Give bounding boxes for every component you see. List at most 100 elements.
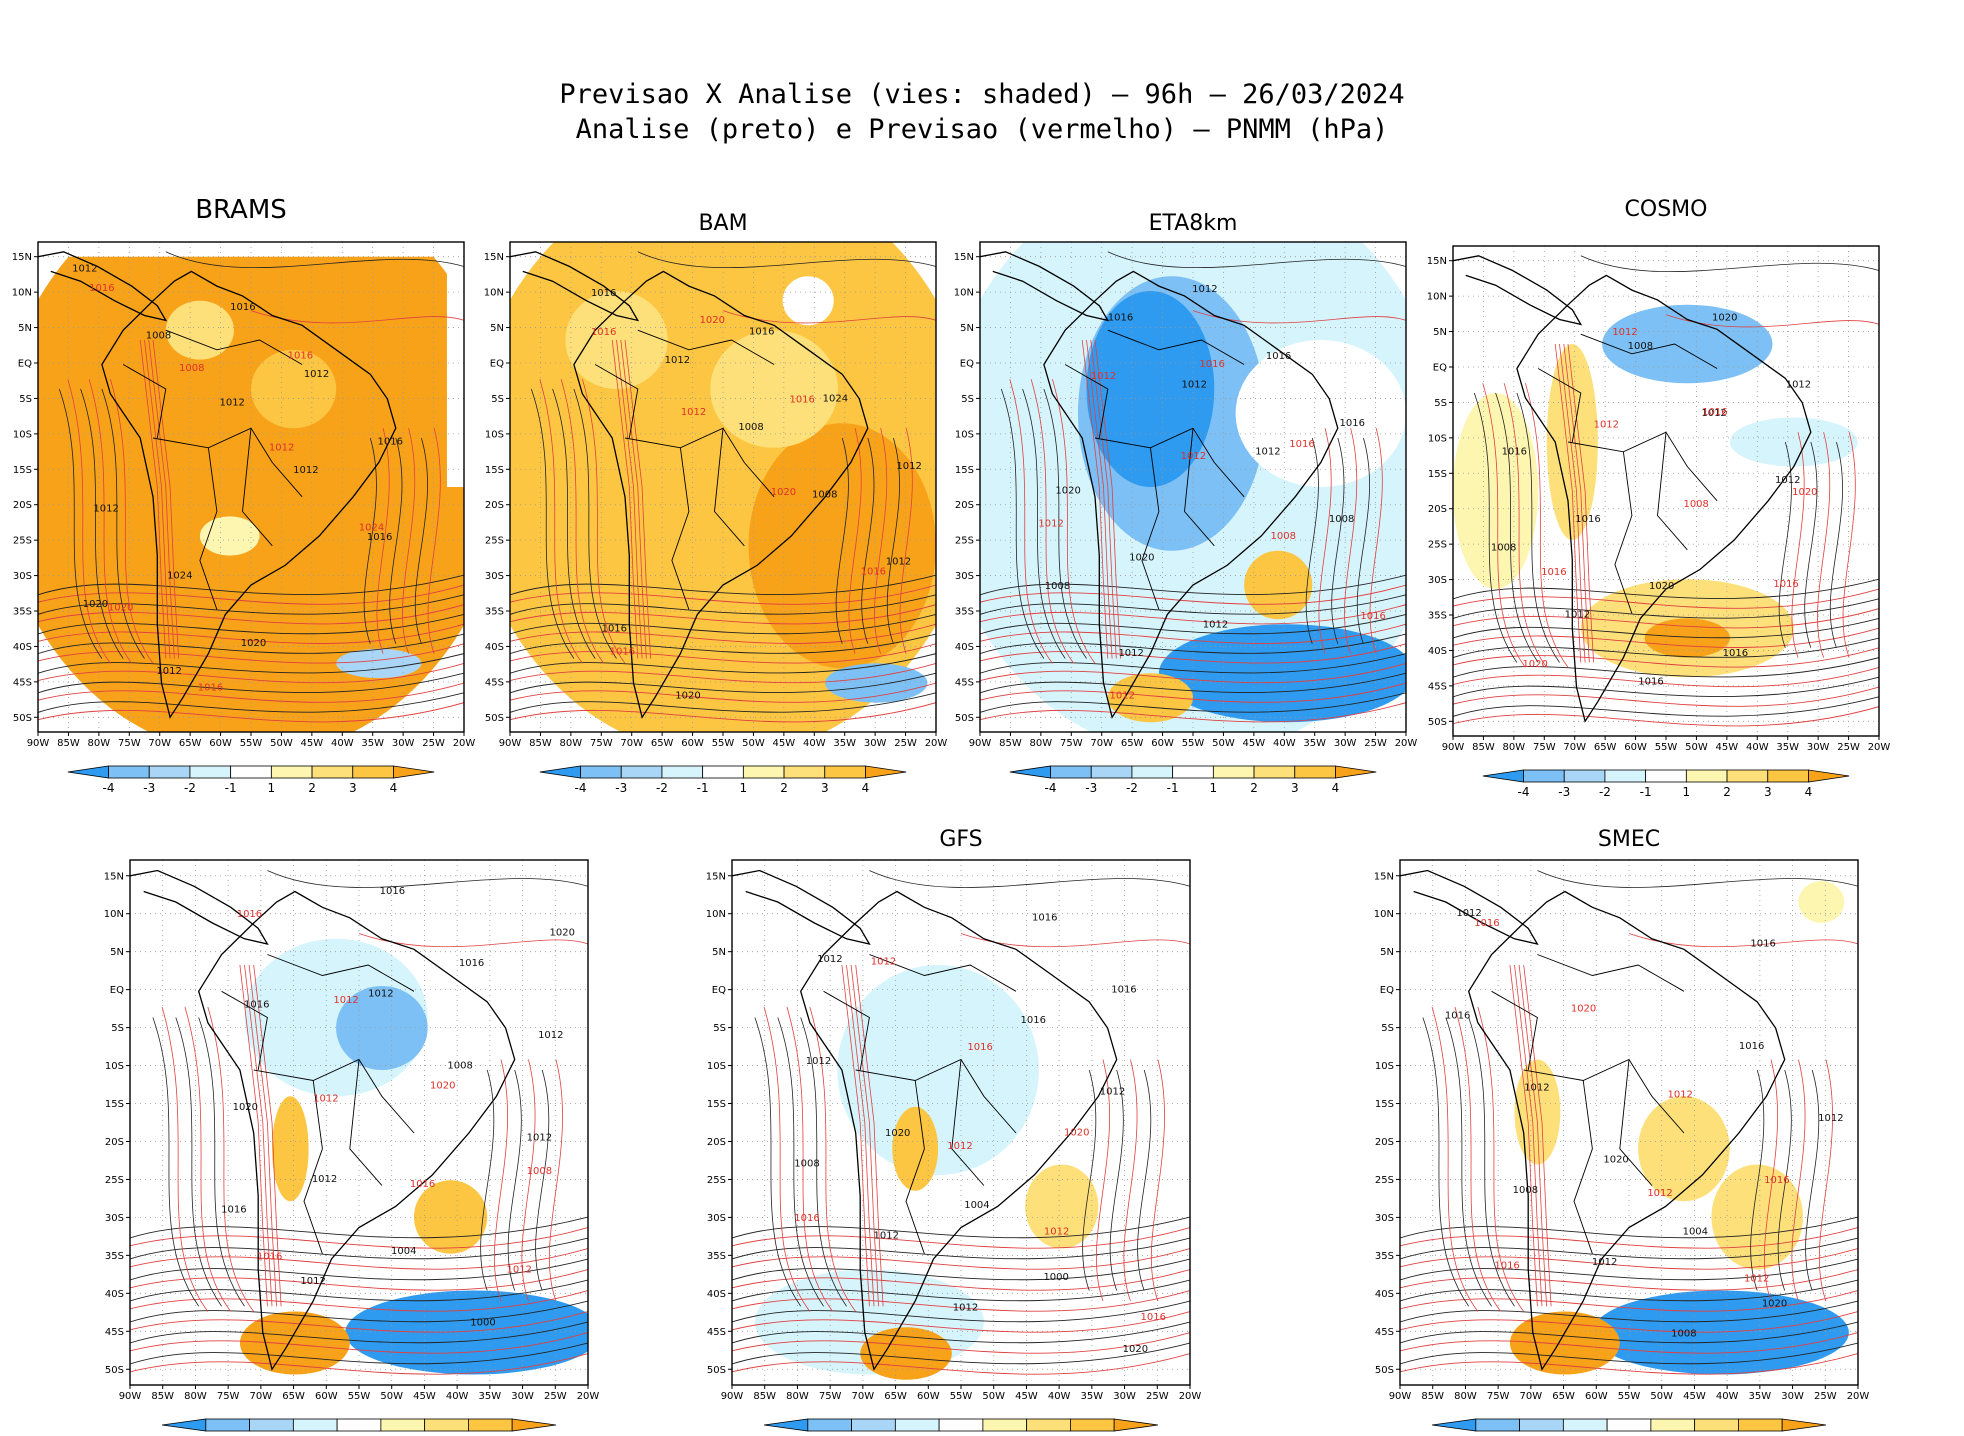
y-tick-label: 10N [104,909,124,920]
y-tick-label: 40S [707,1289,726,1300]
colorbar-label: 4 [1805,785,1813,799]
isobar-label-forecast: 1008 [1271,531,1296,542]
colorbar-label: -2 [1126,781,1138,795]
colorbar-swatch [1781,1418,1826,1432]
isobar-label-forecast: 1020 [1064,1128,1089,1139]
y-tick-label: 30S [1428,575,1447,586]
south-america-coastline [799,890,1118,1371]
colorbar-swatch [824,765,866,779]
colorbar-label: 4 [1778,1434,1786,1436]
colorbar-swatch [292,1418,338,1432]
y-tick-label: 10S [955,429,974,440]
bias-area [336,986,428,1070]
country-border [1619,1059,1653,1186]
isobar-label-analysis: 1012 [665,355,690,366]
colorbar-swatch [311,765,354,779]
colorbar-label: 4 [1332,781,1340,795]
y-tick-label: 40S [105,1289,124,1300]
colorbar-swatch [938,1418,984,1432]
y-tick-label: 30S [1375,1213,1394,1224]
y-tick-label: 10N [1374,909,1394,920]
y-tick-label: EQ [1433,362,1447,373]
isobar-label-analysis: 1008 [1329,514,1354,525]
isobar-label-forecast: 1020 [1792,487,1817,498]
country-border [637,329,775,365]
x-tick-label: 75W [1487,1391,1510,1402]
bias-area [1086,291,1215,487]
y-tick-label: 25S [13,536,32,547]
x-tick-label: 80W [184,1391,207,1402]
x-tick-label: 40W [331,738,354,749]
colorbar-swatch [1738,1418,1783,1432]
y-tick-label: EQ [712,985,726,996]
x-tick-label: 35W [361,738,384,749]
isobar-label-analysis: 1012 [1100,1087,1125,1098]
y-tick-label: 20S [105,1137,124,1148]
isobar-label-analysis: 1012 [874,1231,899,1242]
x-tick-label: 65W [179,738,202,749]
colorbar-swatch [1335,765,1377,779]
x-tick-label: 85W [529,738,552,749]
colorbar-swatch [865,765,907,779]
isobar-label-analysis: 1012 [527,1132,552,1143]
central-america-coastline [1453,255,1583,326]
x-tick-label: 75W [1060,738,1083,749]
x-tick-label: 60W [917,1391,940,1402]
isobar-label-analysis: 1016 [1723,648,1748,659]
y-tick-label: 5N [712,947,726,958]
bias-area [199,516,260,556]
colorbar-swatch [1212,765,1255,779]
panel-title-gfs: GFS [939,827,982,852]
bias-area [345,1290,588,1375]
x-tick-label: 90W [27,738,50,749]
y-tick-label: 10S [707,1061,726,1072]
x-tick-label: 85W [753,1391,776,1402]
isobar-label-forecast: 1012 [871,956,896,967]
y-tick-label: 20S [955,500,974,511]
isobar-label-analysis: 1004 [964,1200,989,1211]
isobar-label-analysis: 1016 [380,886,405,897]
isobar-label-forecast: 1016 [861,567,886,578]
isobar-label-forecast: 1016 [1773,579,1798,590]
country-border [349,1059,383,1186]
isobar-label-analysis: 1012 [1786,380,1811,391]
country-border [594,364,639,439]
isobar-label-analysis: 1016 [1575,514,1600,525]
isobar-label-analysis: 1000 [1043,1272,1068,1283]
x-tick-label: 90W [969,738,992,749]
x-tick-label: 25W [544,1391,567,1402]
isobar-label-forecast: 1008 [179,363,204,374]
isobar-label-analysis: 1008 [1671,1329,1696,1340]
y-tick-label: 30S [13,571,32,582]
y-tick-label: 40S [1428,646,1447,657]
isobar-label-forecast: 1016 [410,1179,435,1190]
x-tick-label: 30W [511,1391,534,1402]
isobar-label-analysis: 1020 [1649,581,1674,592]
isobar-label-forecast: 1020 [771,487,796,498]
bias-area [1509,1311,1620,1375]
colorbar-swatch [205,1418,250,1432]
y-tick-label: 35S [1375,1251,1394,1262]
x-tick-label: 55W [1655,742,1678,753]
panel-map-gfs: 1016 1012 1008 1012 1012 1016 1016 1012 1020 1004… [732,860,1190,1385]
colorbar-label: 1 [1210,781,1218,795]
country-border [221,990,268,1071]
isobar-label-forecast: 1024 [359,523,384,534]
colorbar-swatch [851,1418,896,1432]
colorbar-swatch [249,1418,294,1432]
colorbar-swatch [1767,769,1809,783]
y-tick-label: 50S [485,713,504,724]
colorbar-swatch [511,1418,556,1432]
colorbar-label: 1 [268,781,276,795]
colorbar-label: 3 [1067,1434,1075,1436]
x-tick-label: 55W [1618,1391,1641,1402]
x-tick-label: 60W [1151,738,1174,749]
x-tick-label: 70W [852,1391,875,1402]
central-america-coastline [1400,869,1539,945]
x-tick-label: 40W [803,738,826,749]
figure-title-line2: Analise (preto) e Previsao (vermelho) – … [576,114,1389,145]
x-tick-label: 30W [1334,738,1357,749]
bias-area [1025,1164,1099,1249]
country-border [1107,329,1245,365]
y-tick-label: 45S [485,677,504,688]
